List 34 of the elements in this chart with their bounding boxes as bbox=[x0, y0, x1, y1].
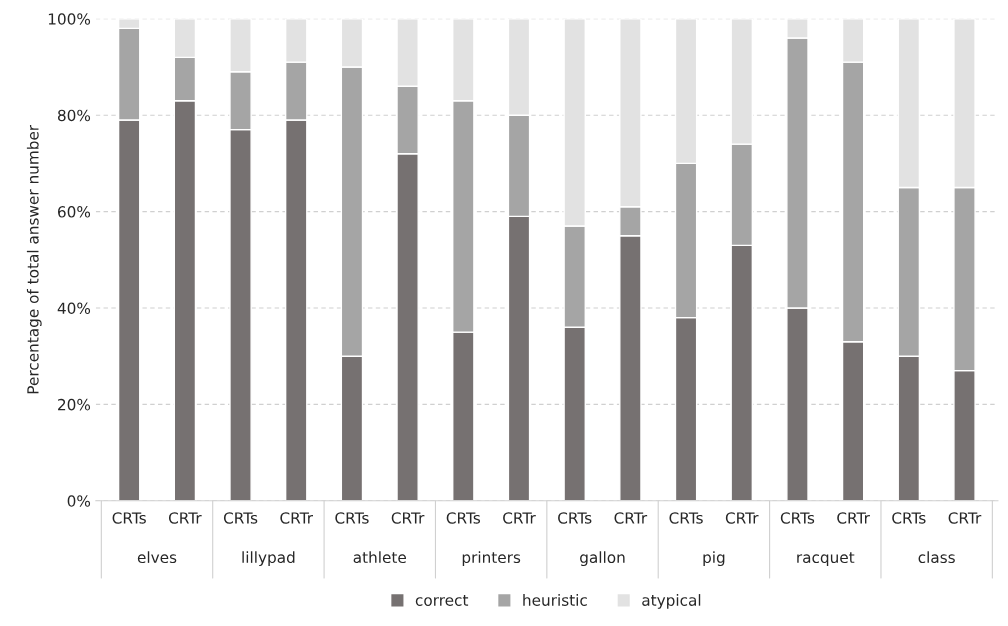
x-tick-label: CRTr bbox=[837, 512, 870, 524]
legend-label: heuristic bbox=[523, 594, 587, 606]
x-tick-label: CRTs bbox=[335, 512, 369, 524]
text: printers bbox=[462, 551, 521, 567]
y-tick-label: 40% bbox=[57, 302, 91, 315]
text: lillypad bbox=[242, 551, 295, 567]
x-tick-label: CRTr bbox=[391, 512, 425, 524]
x-tick-label: CRTs bbox=[446, 512, 481, 524]
y-tick-label: 0% bbox=[67, 495, 91, 507]
x-tick-label: CRTr bbox=[503, 512, 536, 524]
x-tick-label: CRTr bbox=[280, 512, 314, 524]
x-tick-label: CRTs bbox=[780, 512, 815, 524]
y-tick-label: 60% bbox=[58, 206, 91, 218]
text: gallon bbox=[580, 551, 625, 567]
x-tick-label: CRTr bbox=[168, 512, 202, 524]
x-tick-label: CRTs bbox=[669, 512, 703, 524]
x-tick-label: CRTs bbox=[558, 512, 592, 524]
legend-label: correct bbox=[415, 594, 469, 606]
text: racquet bbox=[797, 552, 855, 567]
text: athlete bbox=[353, 551, 406, 564]
text: elves bbox=[137, 551, 177, 564]
x-tick-label: CRTs bbox=[112, 512, 146, 524]
x-tick-label: CRTr bbox=[614, 512, 648, 524]
y-tick-label: 80% bbox=[57, 109, 91, 122]
x-tick-label: CRTr bbox=[948, 512, 982, 524]
x-tick-label: CRTs bbox=[223, 512, 258, 524]
y-tick-label: 20% bbox=[58, 398, 91, 411]
x-tick-label: CRTr bbox=[725, 512, 759, 524]
y-axis-title: Percentage of total answer number bbox=[26, 124, 42, 394]
y-tick-label: 100% bbox=[48, 13, 91, 25]
text: pig bbox=[703, 551, 725, 567]
legend-label: atypical bbox=[642, 594, 701, 609]
x-tick-label: CRTs bbox=[892, 512, 926, 524]
text: class bbox=[918, 551, 955, 564]
